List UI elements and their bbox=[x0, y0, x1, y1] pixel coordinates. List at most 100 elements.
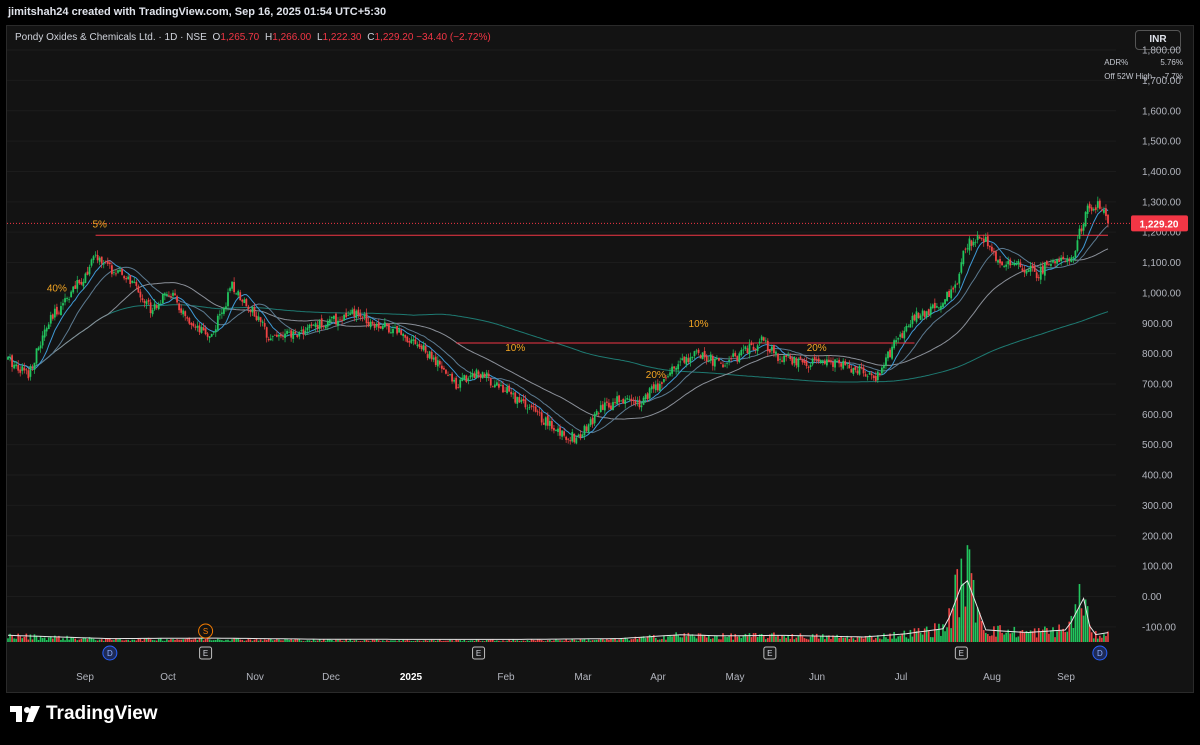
volume-bar bbox=[1058, 624, 1060, 642]
candle-body bbox=[624, 399, 627, 405]
candle-body bbox=[921, 310, 924, 316]
candle-body bbox=[713, 358, 716, 367]
dividend-marker: D bbox=[1092, 645, 1108, 661]
candle-body bbox=[738, 353, 741, 362]
volume-bar bbox=[261, 640, 264, 642]
volume-bar bbox=[1015, 637, 1018, 642]
volume-bar bbox=[388, 640, 390, 642]
volume-bar bbox=[703, 634, 706, 642]
candle-body bbox=[127, 276, 130, 280]
candle-body bbox=[697, 349, 700, 354]
volume-bar bbox=[795, 637, 798, 642]
candle-body bbox=[241, 299, 244, 302]
volume-bar bbox=[964, 606, 967, 642]
volume-bar bbox=[125, 639, 127, 642]
volume-bar bbox=[168, 640, 170, 642]
volume-bar bbox=[104, 638, 107, 642]
candle-body bbox=[273, 334, 276, 336]
price-chart[interactable]: 40% 5% 10% 20% 10% 20% D E S E E E D 1,800.00 1,700.00… bbox=[0, 0, 1200, 693]
volume-bar bbox=[72, 637, 74, 642]
volume-bar bbox=[200, 637, 203, 642]
volume-bar bbox=[400, 640, 402, 642]
volume-bar bbox=[335, 639, 337, 642]
chart-panel[interactable]: Pondy Oxides & Chemicals Ltd. · 1D · NSE… bbox=[6, 25, 1194, 693]
volume-bar bbox=[877, 635, 879, 642]
candle-body bbox=[650, 386, 653, 390]
volume-bar bbox=[760, 633, 763, 642]
candle-body bbox=[860, 367, 863, 369]
candle-body bbox=[750, 343, 753, 345]
candle-body bbox=[337, 320, 339, 326]
candle-body bbox=[724, 365, 726, 367]
volume-bar bbox=[714, 635, 716, 642]
volume-bar bbox=[868, 635, 871, 642]
volume-bar bbox=[1072, 627, 1075, 642]
candle-body bbox=[927, 309, 930, 316]
volume-bar bbox=[777, 635, 779, 642]
candle-body bbox=[642, 397, 645, 405]
volume-bar bbox=[870, 636, 873, 642]
volume-bar bbox=[842, 637, 844, 642]
candle-body bbox=[19, 369, 22, 373]
candle-body bbox=[524, 399, 527, 408]
volume-bar bbox=[854, 639, 857, 642]
volume-bar bbox=[217, 638, 219, 642]
candle-body bbox=[671, 366, 673, 374]
candle-body bbox=[1107, 214, 1109, 224]
candle-body bbox=[196, 325, 199, 328]
volume-bar bbox=[740, 638, 743, 642]
marker-label: E bbox=[203, 649, 208, 658]
volume-bar bbox=[557, 640, 559, 642]
candle-body bbox=[457, 387, 460, 389]
currency-button[interactable]: INR bbox=[1135, 30, 1181, 50]
candle-body bbox=[398, 328, 401, 333]
volume-bar bbox=[384, 641, 386, 642]
volume-bar bbox=[219, 639, 221, 642]
volume-bar bbox=[764, 639, 767, 642]
volume-bar bbox=[290, 639, 292, 642]
y-tick-label: 1,500.00 bbox=[1142, 137, 1181, 148]
volume-bar bbox=[848, 638, 851, 642]
candle-body bbox=[575, 437, 578, 444]
candle-body bbox=[608, 402, 610, 408]
candle-body bbox=[571, 432, 574, 442]
volume-bar bbox=[227, 639, 229, 642]
candle-body bbox=[695, 350, 698, 352]
volume-bar bbox=[614, 638, 616, 642]
candle-body bbox=[422, 344, 425, 351]
candle-body bbox=[693, 351, 696, 357]
volume-bar bbox=[453, 641, 455, 642]
symbol-name[interactable]: Pondy Oxides & Chemicals Ltd. · 1D · NSE bbox=[15, 32, 207, 43]
volume-bar bbox=[1007, 629, 1009, 642]
price-tag-text: 1,229.20 bbox=[1140, 219, 1179, 230]
candle-body bbox=[787, 355, 790, 356]
candle-body bbox=[247, 306, 250, 309]
candle-body bbox=[231, 281, 233, 289]
candle-body bbox=[1005, 264, 1008, 267]
volume-bar bbox=[797, 635, 800, 642]
candle-body bbox=[917, 313, 920, 319]
candle-body bbox=[862, 367, 865, 374]
volume-bar bbox=[276, 638, 278, 642]
volume-bar bbox=[677, 635, 679, 642]
candle-body bbox=[775, 351, 777, 354]
y-tick-label: 600.00 bbox=[1142, 410, 1173, 421]
volume-bar bbox=[634, 636, 637, 642]
tradingview-logo[interactable]: TradingView bbox=[10, 703, 158, 725]
candle-body bbox=[972, 241, 975, 246]
volume-bar bbox=[512, 639, 514, 642]
volume-bar bbox=[1003, 634, 1005, 642]
candle-body bbox=[648, 388, 651, 399]
volume-bar bbox=[750, 637, 753, 642]
volume-bar bbox=[938, 623, 940, 642]
volume-bar bbox=[58, 635, 60, 642]
candle-body bbox=[41, 335, 44, 346]
candle-body bbox=[658, 383, 661, 391]
candle-body bbox=[117, 270, 119, 273]
candle-body bbox=[510, 391, 513, 395]
candle-body bbox=[286, 330, 288, 334]
volume-bar bbox=[208, 639, 211, 642]
candle-body bbox=[267, 339, 270, 341]
candle-body bbox=[369, 321, 372, 328]
candle-body bbox=[489, 378, 492, 386]
